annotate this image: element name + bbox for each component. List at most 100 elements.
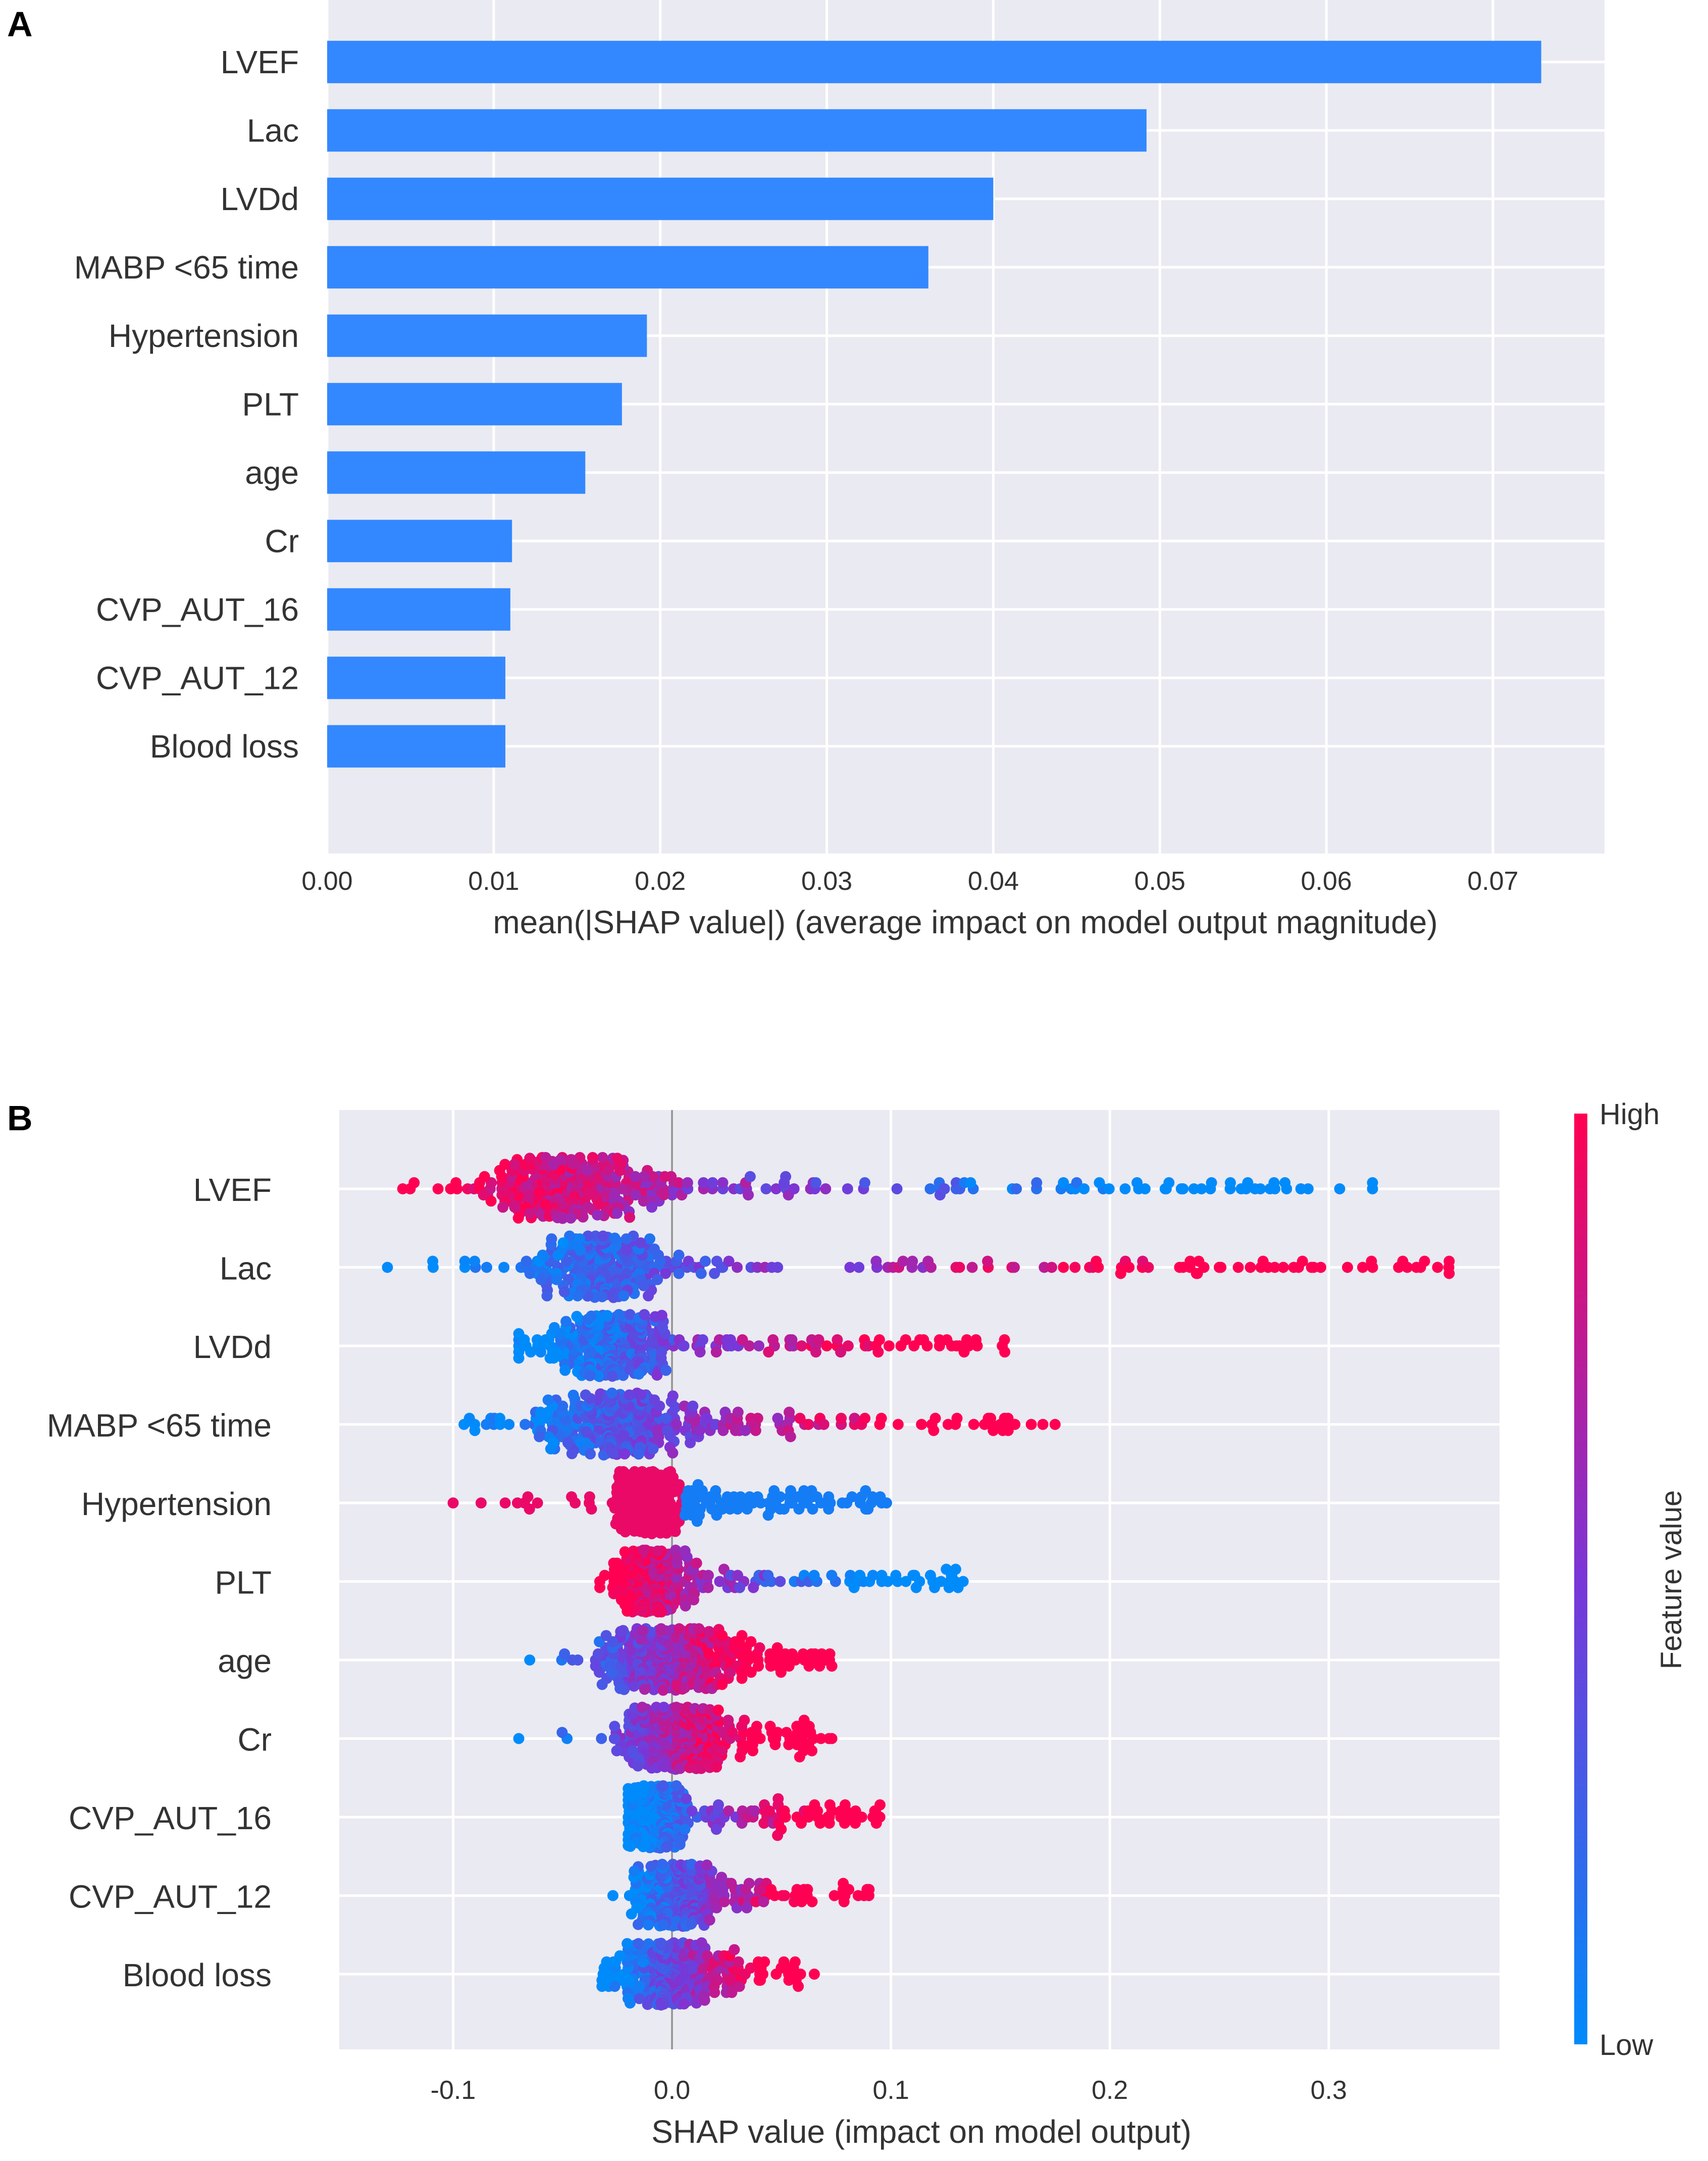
point-hypertension <box>661 1527 672 1539</box>
point-cvp-aut-12 <box>863 1884 875 1895</box>
point-lvdd <box>651 1369 663 1381</box>
point-plt <box>854 1570 866 1581</box>
point-cr <box>772 1727 784 1738</box>
point-mabp-65-time <box>535 1406 546 1418</box>
point-lvdd <box>571 1311 583 1322</box>
point-lac <box>644 1233 655 1245</box>
point-blood-loss <box>759 1956 770 1968</box>
point-lac <box>558 1286 570 1297</box>
beeswarm-label-lvdd: LVDd <box>193 1329 272 1365</box>
point-lac <box>1277 1262 1289 1273</box>
point-lac <box>732 1262 743 1273</box>
bar-label-hypertension: Hypertension <box>109 318 299 354</box>
beeswarm-label-hypertension: Hypertension <box>81 1486 272 1522</box>
point-plt <box>774 1576 786 1587</box>
point-lac <box>1432 1262 1443 1273</box>
point-cvp-aut-12 <box>718 1896 730 1907</box>
point-lvef <box>524 1208 536 1219</box>
point-lvdd <box>763 1346 774 1358</box>
point-cvp-aut-16 <box>824 1799 836 1811</box>
panel-b-points <box>382 1152 1455 2011</box>
point-lvef <box>1140 1183 1151 1194</box>
point-mabp-65-time <box>694 1425 705 1436</box>
point-mabp-65-time <box>624 1389 635 1401</box>
point-mabp-65-time <box>585 1448 596 1460</box>
point-lvdd <box>873 1334 885 1345</box>
point-age <box>590 1661 601 1672</box>
point-blood-loss <box>808 1969 820 1980</box>
point-mabp-65-time <box>503 1419 515 1430</box>
point-lvdd <box>697 1334 708 1345</box>
point-lvef <box>698 1177 709 1188</box>
point-hypertension <box>846 1491 858 1502</box>
bar-plt <box>327 383 622 426</box>
point-lac <box>966 1262 978 1273</box>
point-plt <box>909 1570 920 1581</box>
point-lvdd <box>832 1334 843 1345</box>
point-mabp-65-time <box>633 1448 644 1460</box>
point-plt <box>714 1576 726 1587</box>
point-cr <box>596 1733 607 1744</box>
point-cvp-aut-12 <box>607 1890 618 1901</box>
point-mabp-65-time <box>520 1419 531 1430</box>
point-hypertension <box>532 1497 543 1509</box>
point-cvp-aut-16 <box>670 1780 682 1791</box>
point-lvdd <box>584 1370 596 1381</box>
point-cvp-aut-16 <box>657 1780 669 1791</box>
point-lac <box>723 1255 735 1267</box>
point-lvef <box>630 1171 641 1182</box>
point-cr <box>711 1761 722 1773</box>
point-hypertension <box>629 1525 640 1537</box>
point-age <box>674 1623 685 1634</box>
point-plt <box>882 1576 894 1587</box>
point-hypertension <box>774 1491 786 1502</box>
panel-b-tick-label: -0.1 <box>431 2076 476 2105</box>
point-lac <box>638 1280 649 1291</box>
point-lvef <box>939 1183 950 1194</box>
point-age <box>559 1648 571 1660</box>
point-lvdd <box>970 1334 982 1345</box>
point-plt <box>679 1545 691 1556</box>
point-lac <box>772 1262 784 1273</box>
point-lac <box>1269 1262 1280 1273</box>
point-lac <box>552 1249 564 1261</box>
bar-label-plt: PLT <box>242 386 299 422</box>
point-age <box>787 1648 798 1660</box>
point-blood-loss <box>778 1956 790 1968</box>
panel-a-tick-label: 0.04 <box>968 867 1019 896</box>
point-lac <box>982 1255 994 1267</box>
point-lac <box>1315 1262 1326 1273</box>
point-hypertension <box>710 1485 721 1496</box>
point-lac <box>635 1237 647 1249</box>
point-mabp-65-time <box>660 1413 672 1424</box>
point-blood-loss <box>634 1993 645 2004</box>
panel-a-tick-label: 0.03 <box>801 867 852 896</box>
point-hypertension <box>522 1491 534 1502</box>
point-hypertension <box>669 1526 681 1537</box>
point-lac <box>844 1262 856 1273</box>
point-lac <box>1093 1262 1104 1273</box>
point-lvef <box>408 1177 420 1188</box>
point-cvp-aut-16 <box>823 1818 835 1829</box>
point-lvef <box>859 1177 870 1188</box>
point-mabp-65-time <box>916 1419 927 1430</box>
point-lac <box>1058 1262 1069 1273</box>
bar-lac <box>327 109 1147 152</box>
point-age <box>745 1636 757 1647</box>
point-cvp-aut-12 <box>629 1866 640 1877</box>
point-lac <box>535 1274 547 1285</box>
point-lvef <box>1367 1177 1378 1188</box>
point-hypertension <box>696 1485 708 1496</box>
point-lvef <box>707 1177 718 1188</box>
point-plt <box>845 1570 856 1581</box>
point-lvef <box>592 1209 603 1221</box>
point-mabp-65-time <box>1025 1419 1037 1430</box>
point-lvef <box>1058 1177 1069 1188</box>
point-lac <box>660 1268 671 1279</box>
beeswarm-label-lac: Lac <box>220 1250 272 1287</box>
point-lvef <box>1279 1177 1291 1188</box>
beeswarm-label-cvp-aut-12: CVP_AUT_12 <box>69 1879 272 1915</box>
panel-a-tick-label: 0.05 <box>1134 867 1185 896</box>
point-age <box>592 1648 604 1660</box>
panel-b-tick-label: 0.2 <box>1092 2076 1128 2105</box>
